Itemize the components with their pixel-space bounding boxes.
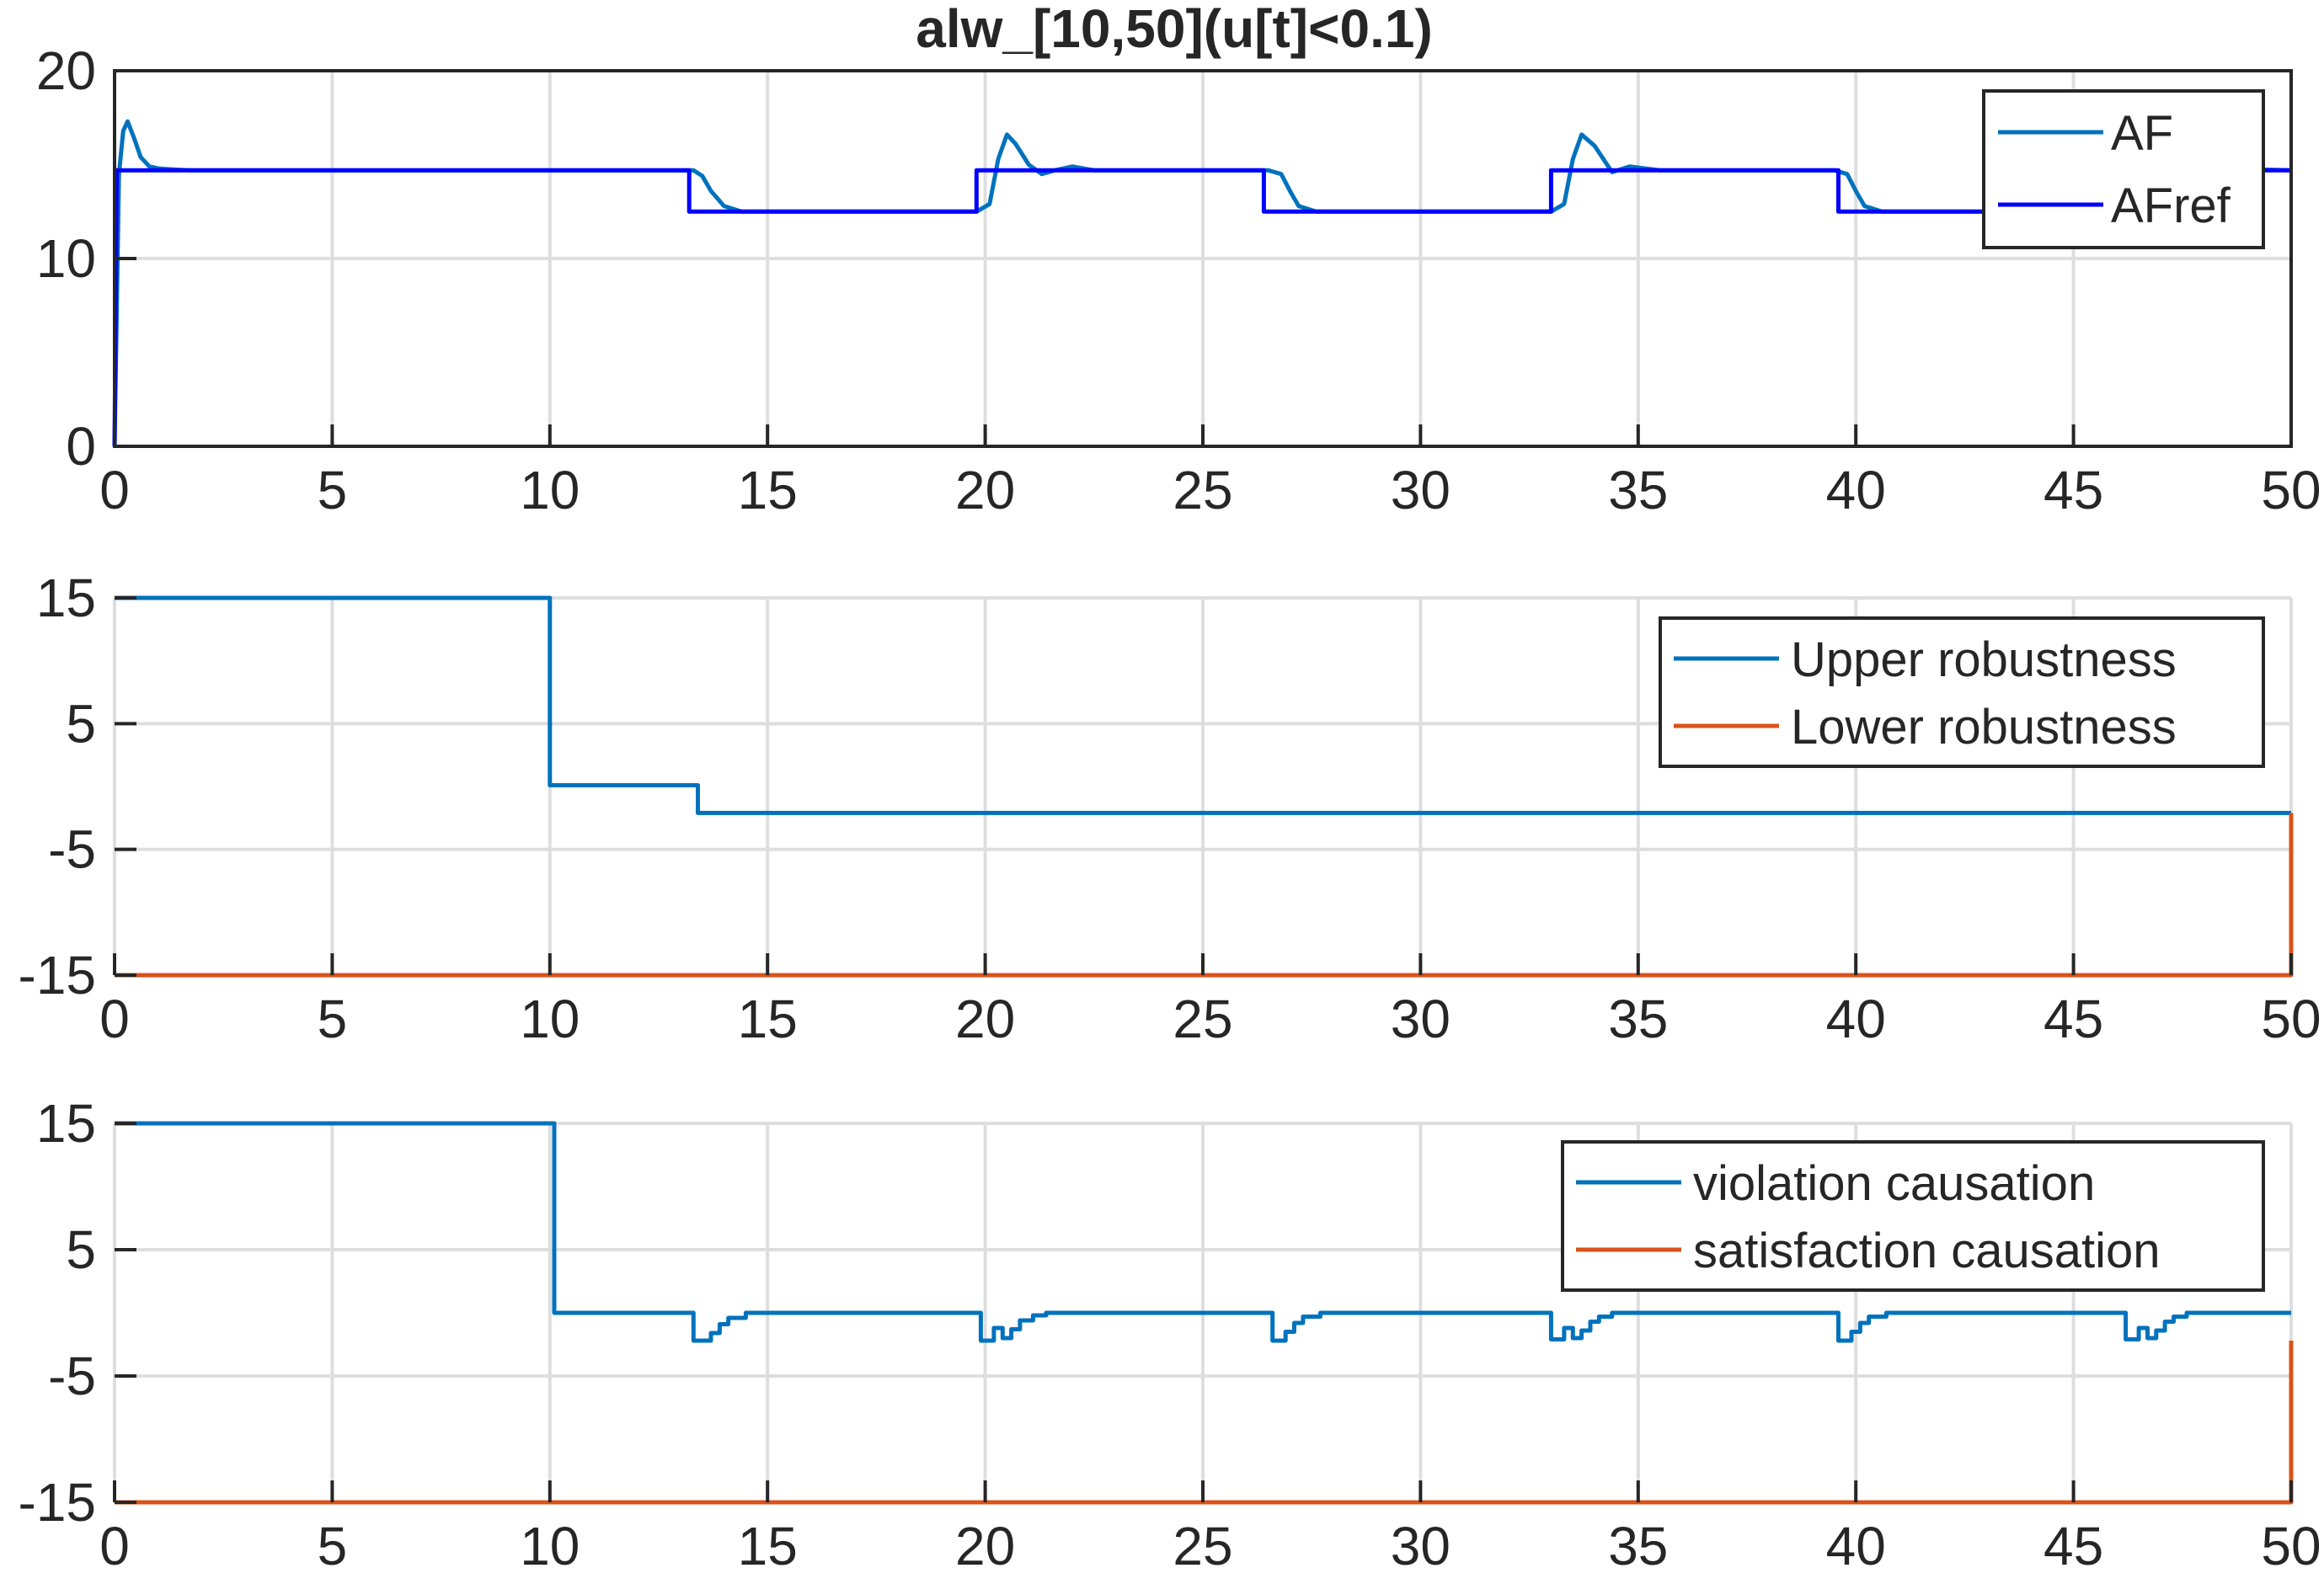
subplot-3-x-tick-label: 20	[955, 1516, 1015, 1576]
subplot-3-y-tick-label: -15	[19, 1472, 97, 1533]
subplot-2-x-tick-label: 10	[520, 989, 580, 1049]
subplot-1-y-tick-label: 20	[36, 40, 96, 101]
subplot-3-x-tick-label: 40	[1826, 1516, 1886, 1576]
subplot-3-x-tick-label: 0	[99, 1516, 130, 1576]
subplot-3-x-tick-label: 10	[520, 1516, 580, 1576]
subplot-1-legend: AF AFref	[1982, 89, 2265, 249]
subplot-3-series-line-violation-causation	[115, 1121, 2291, 1343]
subplot-1-x-tick-label: 15	[738, 460, 798, 520]
subplot-3-y-tick-label: -5	[48, 1346, 96, 1406]
legend-label-afref: AFref	[2111, 179, 2231, 233]
subplot-3-x-ticks: 0 5 10 15 20 25 30 35 40 45 50	[99, 1480, 2321, 1576]
subplot-2-y-tick-label: 5	[66, 693, 96, 754]
subplot-3-x-tick-label: 35	[1608, 1516, 1668, 1576]
subplot-2-x-tick-label: 30	[1391, 989, 1450, 1049]
subplot-1-y-tick-label: 0	[66, 416, 96, 477]
legend-label-satisfaction-causation: satisfaction causation	[1693, 1224, 2161, 1278]
subplot-3-x-tick-label: 5	[318, 1516, 348, 1576]
subplot-2-y-ticks: -15 -5 5 15	[19, 568, 136, 1005]
subplot-1-x-tick-label: 35	[1608, 460, 1668, 520]
subplot-1-x-tick-label: 40	[1826, 460, 1886, 520]
subplot-3-y-tick-label: 5	[66, 1219, 96, 1280]
subplot-1-x-tick-label: 30	[1391, 460, 1450, 520]
subplot-2-x-tick-label: 40	[1826, 989, 1886, 1049]
subplot-3-x-tick-label: 30	[1391, 1516, 1450, 1576]
legend-label-lower-robustness: Lower robustness	[1791, 700, 2177, 755]
subplot-1-legend-box	[1982, 89, 2265, 249]
subplot-2-x-tick-label: 5	[318, 989, 348, 1049]
legend-label-violation-causation: violation causation	[1693, 1156, 2095, 1211]
subplot-1-y-ticks: 0 10 20	[36, 40, 136, 477]
subplot-2-legend: Upper robustness Lower robustness	[1659, 616, 2265, 768]
subplot-2-x-ticks: 0 5 10 15 20 25 30 35 40 45 50	[99, 953, 2321, 1049]
subplot-2-x-tick-label: 0	[99, 989, 130, 1049]
legend-label-upper-robustness: Upper robustness	[1791, 632, 2177, 687]
subplot-1: alw_[10,50](u[t]<0.1) 0 5 10 15 20 25 30 35 40 45…	[36, 0, 2321, 520]
subplot-2-y-tick-label: -5	[48, 819, 96, 880]
subplot-2-legend-box	[1659, 616, 2265, 768]
subplot-3-legend: violation causation satisfaction causati…	[1561, 1140, 2265, 1292]
subplot-1-x-tick-label: 50	[2261, 460, 2321, 520]
subplot-1-x-tick-label: 25	[1173, 460, 1232, 520]
subplot-3-x-tick-label: 45	[2044, 1516, 2103, 1576]
subplot-2-y-tick-label: 15	[36, 568, 96, 628]
subplot-3-y-tick-label: 15	[36, 1093, 96, 1154]
subplot-3-x-tick-label: 50	[2261, 1516, 2321, 1576]
subplot-1-x-tick-label: 10	[520, 460, 580, 520]
subplot-3-x-tick-label: 15	[738, 1516, 798, 1576]
subplot-2-series-line-upper-robustness	[115, 595, 2291, 815]
subplot-3-y-ticks: -15 -5 5 15	[19, 1093, 136, 1533]
subplot-2-y-tick-label: -15	[19, 945, 97, 1005]
subplot-1-x-tick-label: 45	[2044, 460, 2103, 520]
subplot-2-x-tick-label: 45	[2044, 989, 2103, 1049]
subplot-1-x-tick-label: 5	[318, 460, 348, 520]
subplot-2-x-tick-label: 15	[738, 989, 798, 1049]
subplot-1-x-tick-label: 20	[955, 460, 1015, 520]
subplot-2-x-tick-label: 50	[2261, 989, 2321, 1049]
subplot-3: 0 5 10 15 20 25 30 35 40 45 50 -15 -5 5 15 violation …	[19, 1093, 2321, 1576]
subplot-2-x-tick-label: 20	[955, 989, 1015, 1049]
subplot-2-x-tick-label: 35	[1608, 989, 1668, 1049]
subplot-2: 0 5 10 15 20 25 30 35 40 45 50 -15 -5 5 15 Upper robu…	[19, 568, 2321, 1049]
subplot-3-x-tick-label: 25	[1173, 1516, 1232, 1576]
subplot-1-x-ticks: 0 5 10 15 20 25 30 35 40 45 50	[99, 424, 2321, 520]
subplot-1-title: alw_[10,50](u[t]<0.1)	[916, 0, 1433, 59]
legend-label-af: AF	[2111, 106, 2173, 161]
subplot-2-x-tick-label: 25	[1173, 989, 1232, 1049]
subplot-1-x-tick-label: 0	[99, 460, 130, 520]
subplot-1-y-tick-label: 10	[36, 228, 96, 289]
subplot-3-legend-box	[1561, 1140, 2265, 1292]
